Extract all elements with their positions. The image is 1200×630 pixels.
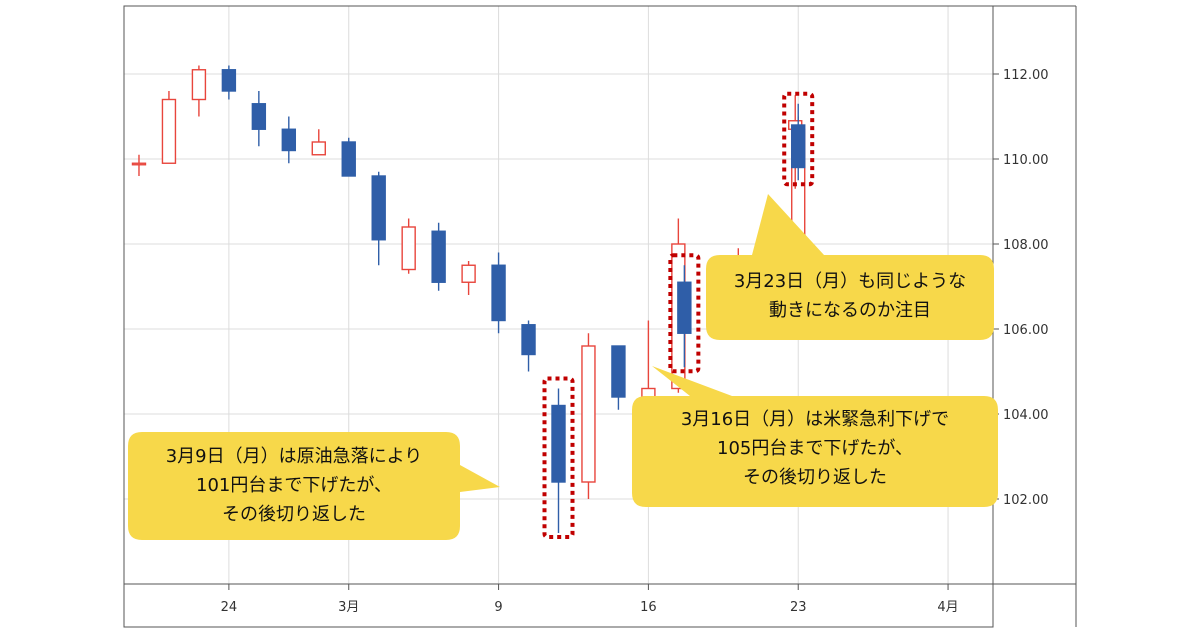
callout-mar23: 3月23日（月）も同じような 動きになるのか注目: [706, 194, 994, 340]
candle-body: [251, 103, 267, 130]
candle: [191, 65, 207, 117]
callout-mar9-bubble: [128, 432, 500, 540]
candle: [281, 116, 297, 164]
y-tick-label: 104.00: [1003, 408, 1049, 423]
candle: [371, 171, 386, 266]
callout-mar23-bubble: [706, 194, 994, 340]
candle: [251, 91, 267, 147]
candle: [311, 129, 326, 156]
y-tick-label: 112.00: [1003, 68, 1049, 83]
candle: [611, 345, 626, 410]
callout-mar16-line-2: 105円台まで下げたが、: [717, 438, 913, 459]
callout-mar9-line-2: 101円台まで下げたが、: [196, 475, 392, 496]
y-tick-label: 102.00: [1003, 493, 1049, 508]
candle-body: [491, 264, 506, 322]
callout-mar16-line-1: 3月16日（月）は米緊急利下げで: [681, 409, 949, 430]
x-tick-label: 4月: [937, 600, 958, 615]
candle-body: [311, 141, 326, 156]
x-tick-label: 24: [221, 600, 238, 615]
x-tick-label: 16: [640, 600, 657, 615]
candle: [521, 320, 536, 372]
highlight-box: [542, 376, 575, 539]
x-tick-label: 3月: [338, 600, 359, 615]
callout-mar9-line-3: その後切り返した: [222, 504, 366, 525]
candle-body: [461, 264, 476, 283]
y-tick-label: 108.00: [1003, 238, 1049, 253]
candle-body: [611, 345, 626, 398]
candle-body: [221, 69, 237, 92]
callout-mar23-line-1: 3月23日（月）も同じような: [734, 271, 966, 292]
candle-body: [191, 69, 207, 101]
candle: [491, 252, 506, 334]
candle-body: [521, 324, 536, 356]
candle-body: [551, 404, 566, 483]
candle-body: [581, 345, 596, 483]
candle-body: [677, 281, 692, 334]
x-tick-label: 9: [494, 600, 502, 615]
candle: [581, 333, 596, 499]
candle-body: [281, 128, 297, 152]
candle: [791, 103, 806, 181]
y-tick-label: 106.00: [1003, 323, 1049, 338]
candle: [461, 261, 476, 295]
candle-body: [161, 98, 177, 164]
callout-mar16-bubble: [632, 366, 998, 507]
callout-mar9-line-1: 3月9日（月）は原油急落により: [166, 446, 423, 467]
candle: [431, 222, 446, 291]
y-tick-label: 110.00: [1003, 153, 1049, 168]
candle: [401, 218, 416, 274]
candle: [221, 65, 237, 100]
candle-body: [791, 124, 806, 169]
callout-mar23-line-2: 動きになるのか注目: [769, 300, 931, 321]
callout-mar16-line-3: その後切り返した: [743, 467, 887, 488]
candle-body: [371, 175, 386, 241]
candle-body: [401, 226, 416, 271]
candle: [131, 154, 147, 176]
candle-body: [131, 162, 147, 166]
candle-body: [431, 230, 446, 283]
highlight-boxes: [542, 91, 815, 539]
candle-body: [641, 387, 656, 398]
candle: [161, 91, 177, 164]
axes: 102.00 104.00 106.00 108.00 110.00 112.00 24 3月…: [123, 5, 1077, 628]
callout-mar16: 3月16日（月）は米緊急利下げで 105円台まで下げたが、 その後切り返した: [632, 366, 998, 507]
candle: [551, 388, 566, 533]
callout-mar9: 3月9日（月）は原油急落により 101円台まで下げたが、 その後切り返した: [128, 432, 500, 540]
candle: [677, 265, 692, 368]
highlight-box: [782, 91, 815, 187]
candle-body: [341, 141, 356, 177]
x-tick-label: 23: [790, 600, 807, 615]
highlight-box: [668, 253, 701, 374]
candle: [341, 137, 356, 177]
